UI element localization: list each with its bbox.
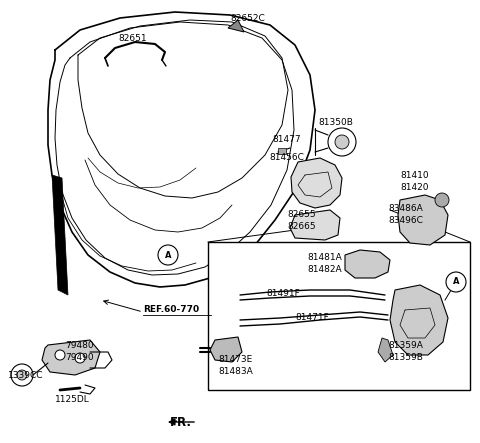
Circle shape (335, 135, 349, 149)
Text: 81410: 81410 (400, 171, 429, 179)
Circle shape (17, 370, 27, 380)
Circle shape (446, 272, 466, 292)
Polygon shape (398, 195, 448, 245)
Polygon shape (290, 210, 340, 240)
Bar (278, 148, 286, 154)
Text: 81491F: 81491F (266, 289, 300, 299)
Text: 82652C: 82652C (230, 13, 265, 23)
Text: 81477: 81477 (272, 136, 300, 144)
Text: 79480: 79480 (65, 341, 94, 350)
Circle shape (328, 128, 356, 156)
Text: 82665: 82665 (287, 222, 316, 230)
Circle shape (11, 364, 33, 386)
Text: 81483A: 81483A (218, 368, 253, 377)
Polygon shape (228, 20, 244, 32)
Polygon shape (52, 175, 68, 295)
Text: 81350B: 81350B (318, 117, 353, 127)
Circle shape (55, 350, 65, 360)
Circle shape (158, 245, 178, 265)
Polygon shape (378, 338, 393, 362)
Text: 79490: 79490 (65, 353, 94, 361)
Text: 83486A: 83486A (388, 203, 423, 213)
Bar (208, 242, 470, 390)
Text: A: A (453, 277, 459, 287)
Text: 81482A: 81482A (307, 265, 342, 275)
Text: 81359A: 81359A (388, 341, 423, 350)
Circle shape (75, 353, 85, 363)
Polygon shape (291, 158, 342, 208)
Text: 81456C: 81456C (269, 154, 304, 163)
Text: FR.: FR. (170, 416, 192, 428)
Text: 81420: 81420 (400, 183, 429, 191)
Text: 82655: 82655 (287, 210, 316, 218)
Text: 82651: 82651 (118, 34, 146, 43)
Text: 81481A: 81481A (307, 253, 342, 263)
Text: 81471F: 81471F (295, 314, 329, 323)
Polygon shape (42, 340, 100, 375)
Text: 81473E: 81473E (218, 355, 252, 365)
Text: A: A (165, 250, 171, 260)
Text: REF.60-770: REF.60-770 (143, 306, 199, 315)
Circle shape (435, 193, 449, 207)
Text: 81359B: 81359B (388, 353, 423, 361)
Text: 1339CC: 1339CC (8, 370, 44, 380)
Text: 83496C: 83496C (388, 215, 423, 225)
Polygon shape (390, 285, 448, 355)
Polygon shape (345, 250, 390, 278)
Polygon shape (210, 337, 242, 362)
Text: 1125DL: 1125DL (55, 396, 90, 404)
